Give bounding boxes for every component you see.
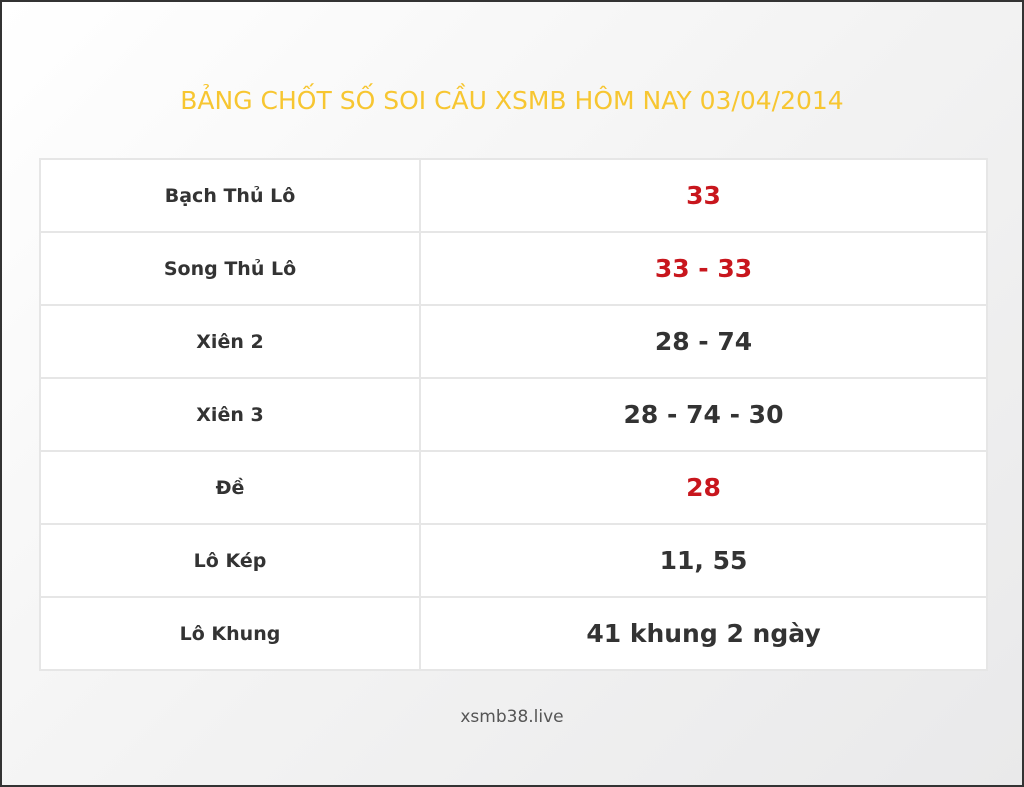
row-value: 28 - 74 [419,304,988,379]
row-label: Song Thủ Lô [39,231,421,306]
table-row: Song Thủ Lô 33 - 33 [39,231,988,306]
table-row: Đề 28 [39,450,988,525]
row-value: 11, 55 [419,523,988,598]
row-label: Lô Khung [39,596,421,671]
prediction-table: Bạch Thủ Lô 33 Song Thủ Lô 33 - 33 Xiên 2 28 … [39,158,988,671]
site-watermark: xsmb38.live [460,707,564,727]
table-row: Xiên 3 28 - 74 - 30 [39,377,988,452]
row-value: 41 khung 2 ngày [419,596,988,671]
page-title: BẢNG CHỐT SỐ SOI CẦU XSMB HÔM NAY 03/04/… [180,86,844,115]
row-label: Đề [39,450,421,525]
row-label: Bạch Thủ Lô [39,158,421,233]
row-label: Xiên 3 [39,377,421,452]
row-label: Xiên 2 [39,304,421,379]
row-value: 28 - 74 - 30 [419,377,988,452]
table-row: Bạch Thủ Lô 33 [39,158,988,233]
table-row: Xiên 2 28 - 74 [39,304,988,379]
row-value: 28 [419,450,988,525]
table-row: Lô Khung 41 khung 2 ngày [39,596,988,671]
row-label: Lô Kép [39,523,421,598]
table-row: Lô Kép 11, 55 [39,523,988,598]
row-value: 33 - 33 [419,231,988,306]
row-value: 33 [419,158,988,233]
